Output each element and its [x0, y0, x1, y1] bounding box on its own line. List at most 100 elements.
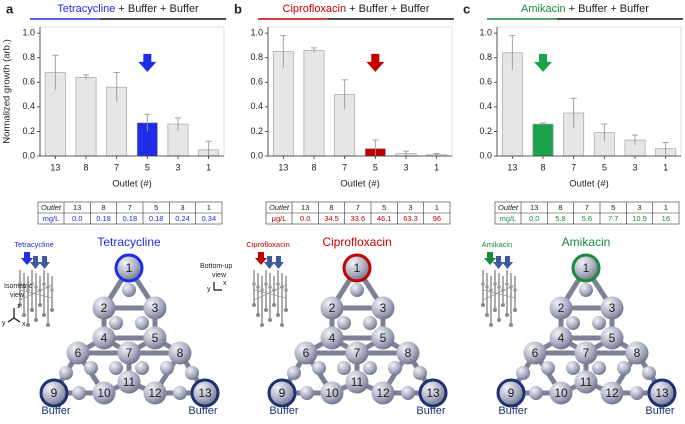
table-header: Outlet: [41, 203, 62, 212]
node-label: 8: [405, 346, 412, 360]
table-cell: 16: [662, 214, 670, 223]
node-sphere: [600, 381, 624, 405]
iso-node: [268, 318, 272, 322]
y-tick-label: 0.8: [22, 52, 35, 62]
title-rest: + Buffer + Buffer: [118, 3, 199, 15]
table-header: 8: [558, 203, 562, 212]
x-tick-label: 5: [145, 162, 150, 172]
table-header: 7: [128, 203, 132, 212]
lattice-sphere: [363, 316, 377, 330]
iso-node: [272, 303, 276, 307]
table-header: 13: [530, 203, 538, 212]
iso-node: [46, 323, 50, 327]
table-header: 8: [329, 203, 333, 212]
table-header: 1: [435, 203, 439, 212]
bar: [75, 77, 97, 157]
iso-node: [493, 282, 497, 286]
lattice-sphere: [72, 386, 86, 400]
lattice-sphere: [109, 316, 123, 330]
node-label: 11: [123, 375, 136, 389]
iso-node: [497, 285, 501, 289]
node-sphere: [345, 341, 369, 365]
lattice-sphere: [516, 366, 530, 380]
node-label: 1: [583, 261, 590, 275]
node-sphere: [574, 341, 598, 365]
y-tick-label: 1.0: [250, 28, 263, 38]
lattice-sphere: [135, 316, 149, 330]
table-cell: 96: [433, 214, 441, 223]
table-header: 3: [637, 203, 641, 212]
iso-node: [264, 282, 268, 286]
lattice-sphere: [630, 386, 644, 400]
x-tick-label: 3: [175, 162, 180, 172]
iso-node: [18, 303, 22, 307]
x-tick-label: 8: [311, 162, 316, 172]
iso-node: [513, 308, 517, 312]
node-label: 4: [101, 331, 108, 345]
table-header: Outlet: [498, 203, 519, 212]
node-sphere: [294, 341, 318, 365]
iso-node: [50, 308, 54, 312]
node-sphere: [320, 381, 344, 405]
y-tick-label: 1.0: [22, 28, 35, 38]
node-sphere: [600, 296, 624, 320]
iso-node: [26, 288, 30, 292]
table-header: 1: [207, 203, 211, 212]
iso-node: [505, 282, 509, 286]
title-drug: Amikacin: [521, 3, 566, 15]
node-label: 3: [152, 301, 159, 315]
chart-title: Amikacin + Buffer + Buffer: [521, 3, 649, 15]
axis-icon: [7, 308, 21, 323]
iso-arrow: [273, 256, 284, 269]
iso-node: [489, 288, 493, 292]
highlight-arrow: [534, 53, 552, 72]
x-tick-label: 13: [50, 162, 60, 172]
lattice-sphere: [300, 386, 314, 400]
iso-node: [38, 303, 42, 307]
iso-node: [268, 285, 272, 289]
x-tick-label: 13: [507, 162, 517, 172]
node-label: 9: [508, 386, 515, 400]
node-label: 12: [148, 386, 162, 400]
node-label: 3: [380, 301, 387, 315]
table-cell: 5.8: [555, 214, 565, 223]
iso-node: [34, 285, 38, 289]
table-cell: 46.1: [377, 214, 392, 223]
node-label: 2: [329, 301, 336, 315]
lattice-sphere: [135, 361, 149, 375]
node-label: 2: [558, 301, 565, 315]
chart-title: Ciprofloxacin + Buffer + Buffer: [283, 3, 430, 15]
iso-mesh: [482, 284, 516, 301]
lattice-sphere: [109, 361, 123, 375]
node-sphere: [549, 296, 573, 320]
lattice-sphere: [388, 361, 402, 375]
y-tick-label: 0.4: [250, 101, 263, 111]
bottom-view-label: Bottom-up: [200, 263, 232, 270]
node-sphere: [574, 370, 598, 394]
drug-label: Amikacin: [562, 235, 611, 249]
bar: [532, 123, 554, 157]
node-label: 3: [609, 301, 616, 315]
lattice-sphere: [160, 361, 174, 375]
node-sphere: [320, 296, 344, 320]
iso-node: [260, 288, 264, 292]
node-label: 6: [532, 346, 539, 360]
node-sphere: [371, 381, 395, 405]
iso-arrow: [484, 252, 496, 265]
title-rest: + Buffer + Buffer: [569, 3, 650, 15]
table-header: 1: [664, 203, 668, 212]
y-tick-label: 0.0: [22, 150, 35, 160]
node-label: 1: [354, 261, 361, 275]
drug-label: Tetracycline: [97, 235, 161, 249]
y-tick-label: 0.2: [22, 126, 35, 136]
lattice-sphere: [350, 283, 364, 297]
node-label: 6: [303, 346, 310, 360]
table-header: 7: [585, 203, 589, 212]
table-header: 7: [356, 203, 360, 212]
node-label: 9: [279, 386, 286, 400]
node-sphere: [39, 378, 69, 408]
node-label: 7: [354, 346, 361, 360]
iso-node: [505, 313, 509, 317]
table-header: 5: [611, 203, 615, 212]
